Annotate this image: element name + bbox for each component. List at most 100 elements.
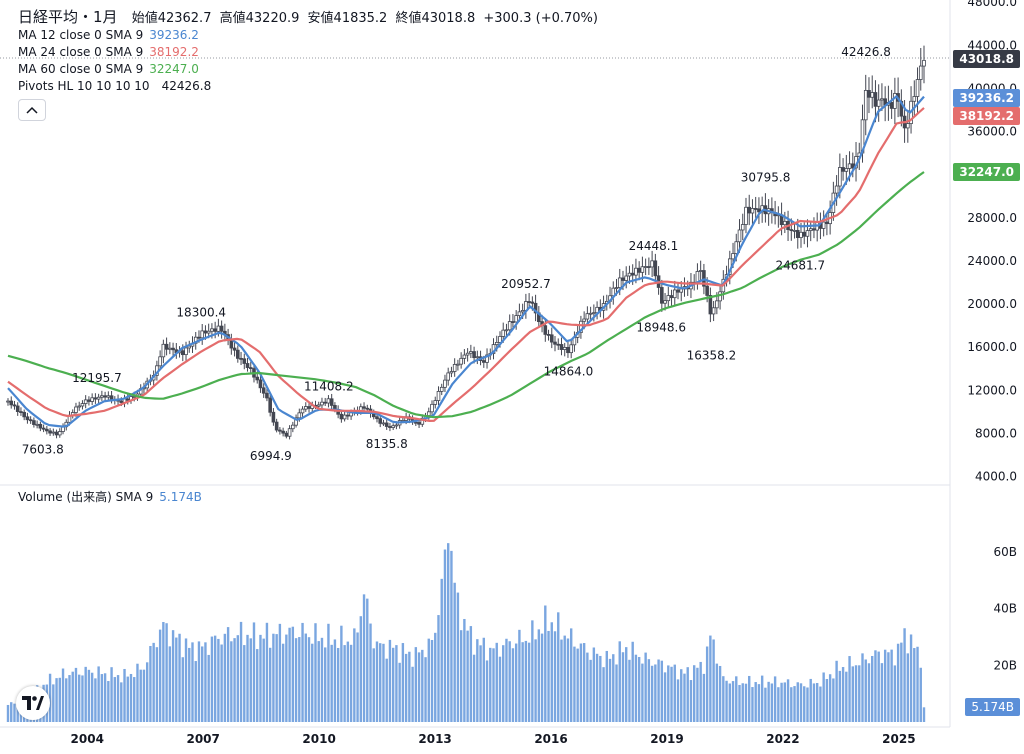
tradingview-logo-icon [22,696,44,710]
volume-bar [531,620,534,722]
volume-legend[interactable]: Volume (出来高) SMA 9 5.174B [18,489,202,506]
volume-bar [705,646,709,722]
volume-bar [589,659,592,722]
volume-bar [145,662,149,722]
volume-bar [618,641,621,722]
volume-bar [94,678,97,722]
volume-bar [922,707,926,722]
candle-down [229,339,234,349]
volume-bar [453,582,456,722]
volume-bar [803,686,806,722]
ma60-price-tag: 32247.0 [953,163,1020,181]
legend-pivots-label: Pivots HL 10 10 10 10 [18,79,150,93]
ma24-price-tag: 38192.2 [953,107,1020,125]
volume-bar [369,623,372,722]
low-value: 41835.2 [333,11,388,26]
volume-bar [116,675,120,722]
volume-bar [317,641,320,722]
volume-bar [230,641,233,722]
candle-down [242,358,247,364]
volume-bar [162,622,165,722]
volume-bar [133,677,136,722]
volume-bar [359,616,363,722]
candle-down [414,421,418,424]
volume-bar [268,647,272,722]
volume-bar [304,633,307,722]
candle-up [834,185,839,194]
candle-up [893,93,897,109]
volume-bar [576,648,579,722]
candle-down [281,430,285,434]
candle-down [239,357,243,360]
volume-bar [709,635,712,722]
candle-up [792,229,797,232]
volume-bar [68,675,71,722]
candle-down [307,406,311,409]
volume-bar [757,684,761,722]
candle-down [472,351,476,359]
ma60-line [7,171,925,419]
candle-down [621,277,625,281]
volume-bar [592,647,596,722]
volume-bar [845,671,848,722]
candle-down [278,429,282,432]
candle-down [268,397,272,413]
candle-down [747,206,752,214]
volume-bar [806,687,809,722]
candle-up [520,310,525,313]
volume-bar [336,647,340,722]
candle-down [527,301,531,303]
volume-bar [858,665,861,722]
volume-bar [560,639,563,722]
volume-bar [61,668,65,722]
volume-bar [239,621,243,722]
legend-ma12[interactable]: MA 12 close 0 SMA 9 39236.2 [18,27,199,44]
candle-down [248,367,253,369]
candle-down [660,287,664,304]
candle-down [180,350,185,356]
candle-up [863,90,868,121]
candle-up [711,307,716,315]
volume-bar [194,661,197,722]
legend-ma24[interactable]: MA 24 close 0 SMA 9 38192.2 [18,44,199,61]
candle-up [161,343,166,358]
candle-up [187,345,192,349]
collapse-legend-button[interactable] [18,99,46,121]
open-label: 始値 [131,11,158,26]
candle-down [546,334,551,336]
volume-bar [647,659,651,722]
candle-down [417,422,421,425]
volume-bar [375,641,379,722]
y-tick-label: 16000.0 [967,340,1017,354]
symbol-title[interactable]: 日経平均・1月 [18,8,118,26]
volume-bar [197,641,201,722]
candle-up [381,422,386,425]
volume-bar [508,641,511,722]
volume-bar [333,639,337,722]
candle-up [821,221,826,229]
candle-up [740,224,745,231]
candle-up [433,400,438,405]
candle-down [54,431,59,436]
candle-up [469,351,473,354]
volume-bar [58,677,61,722]
volume-bar [411,666,414,722]
candle-down [384,422,389,427]
volume-bar [469,626,473,722]
volume-bar [430,639,434,722]
y-tick-label: 36000.0 [967,125,1017,139]
candle-down [245,363,250,368]
volume-bar [822,672,825,722]
volume-bar [722,676,725,722]
legend-pivots[interactable]: Pivots HL 10 10 10 10 42426.8 [18,78,211,95]
volume-bar [472,654,476,722]
tradingview-logo[interactable] [16,686,50,720]
legend-ma60[interactable]: MA 60 close 0 SMA 9 32247.0 [18,61,199,78]
candle-up [799,231,803,238]
x-tick-label: 2016 [534,732,567,746]
pivot-label: 11408.2 [304,380,354,394]
candle-down [676,289,680,293]
volume-bar [621,652,625,722]
x-tick-label: 2019 [650,732,683,746]
